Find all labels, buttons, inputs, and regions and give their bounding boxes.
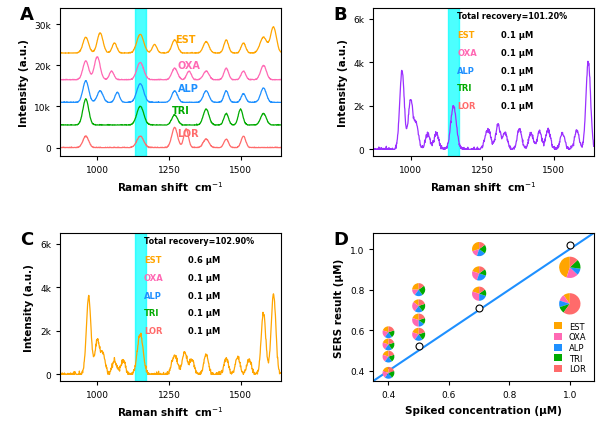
Text: 0.1 μM: 0.1 μM bbox=[502, 84, 533, 93]
Text: 0.1 μM: 0.1 μM bbox=[188, 309, 220, 318]
X-axis label: Raman shift  cm$^{-1}$: Raman shift cm$^{-1}$ bbox=[430, 180, 537, 194]
Bar bbox=[448, 9, 460, 156]
Y-axis label: Intensity (a.u.): Intensity (a.u.) bbox=[338, 39, 348, 127]
Text: Total recovery=102.90%: Total recovery=102.90% bbox=[144, 236, 254, 245]
Text: B: B bbox=[334, 6, 347, 24]
Text: Total recovery=101.20%: Total recovery=101.20% bbox=[457, 12, 568, 21]
Text: LOR: LOR bbox=[178, 129, 199, 139]
Text: 0.6 μM: 0.6 μM bbox=[188, 255, 220, 265]
Text: 0.1 μM: 0.1 μM bbox=[188, 291, 220, 300]
Bar bbox=[134, 9, 146, 156]
Text: 0.1 μM: 0.1 μM bbox=[502, 67, 533, 75]
Text: ALP: ALP bbox=[144, 291, 162, 300]
Legend: EST, OXA, ALP, TRI, LOR: EST, OXA, ALP, TRI, LOR bbox=[551, 319, 590, 377]
Text: C: C bbox=[20, 230, 34, 248]
X-axis label: Raman shift  cm$^{-1}$: Raman shift cm$^{-1}$ bbox=[117, 180, 224, 194]
Text: LOR: LOR bbox=[457, 102, 476, 111]
Text: D: D bbox=[334, 230, 349, 248]
Text: 0.1 μM: 0.1 μM bbox=[502, 31, 533, 40]
Text: A: A bbox=[20, 6, 34, 24]
Y-axis label: Intensity (a.u.): Intensity (a.u.) bbox=[25, 263, 34, 351]
Text: ALP: ALP bbox=[457, 67, 475, 75]
Text: OXA: OXA bbox=[144, 273, 164, 282]
Text: ALP: ALP bbox=[178, 84, 199, 94]
Text: 0.1 μM: 0.1 μM bbox=[188, 273, 220, 282]
Text: TRI: TRI bbox=[457, 84, 473, 93]
Text: EST: EST bbox=[457, 31, 475, 40]
X-axis label: Raman shift  cm$^{-1}$: Raman shift cm$^{-1}$ bbox=[117, 405, 224, 418]
Text: LOR: LOR bbox=[144, 326, 163, 336]
Text: EST: EST bbox=[144, 255, 161, 265]
X-axis label: Spiked concentration (μM): Spiked concentration (μM) bbox=[405, 405, 562, 414]
Y-axis label: Intensity (a.u.): Intensity (a.u.) bbox=[19, 39, 29, 127]
Text: EST: EST bbox=[175, 35, 195, 44]
Text: 0.1 μM: 0.1 μM bbox=[502, 102, 533, 111]
Text: 0.1 μM: 0.1 μM bbox=[502, 49, 533, 58]
Text: OXA: OXA bbox=[178, 61, 200, 71]
Text: 0.1 μM: 0.1 μM bbox=[188, 326, 220, 336]
Y-axis label: SERS result (μM): SERS result (μM) bbox=[334, 258, 344, 357]
Text: TRI: TRI bbox=[144, 309, 159, 318]
Bar bbox=[134, 233, 146, 381]
Text: OXA: OXA bbox=[457, 49, 477, 58]
Text: TRI: TRI bbox=[172, 106, 190, 116]
